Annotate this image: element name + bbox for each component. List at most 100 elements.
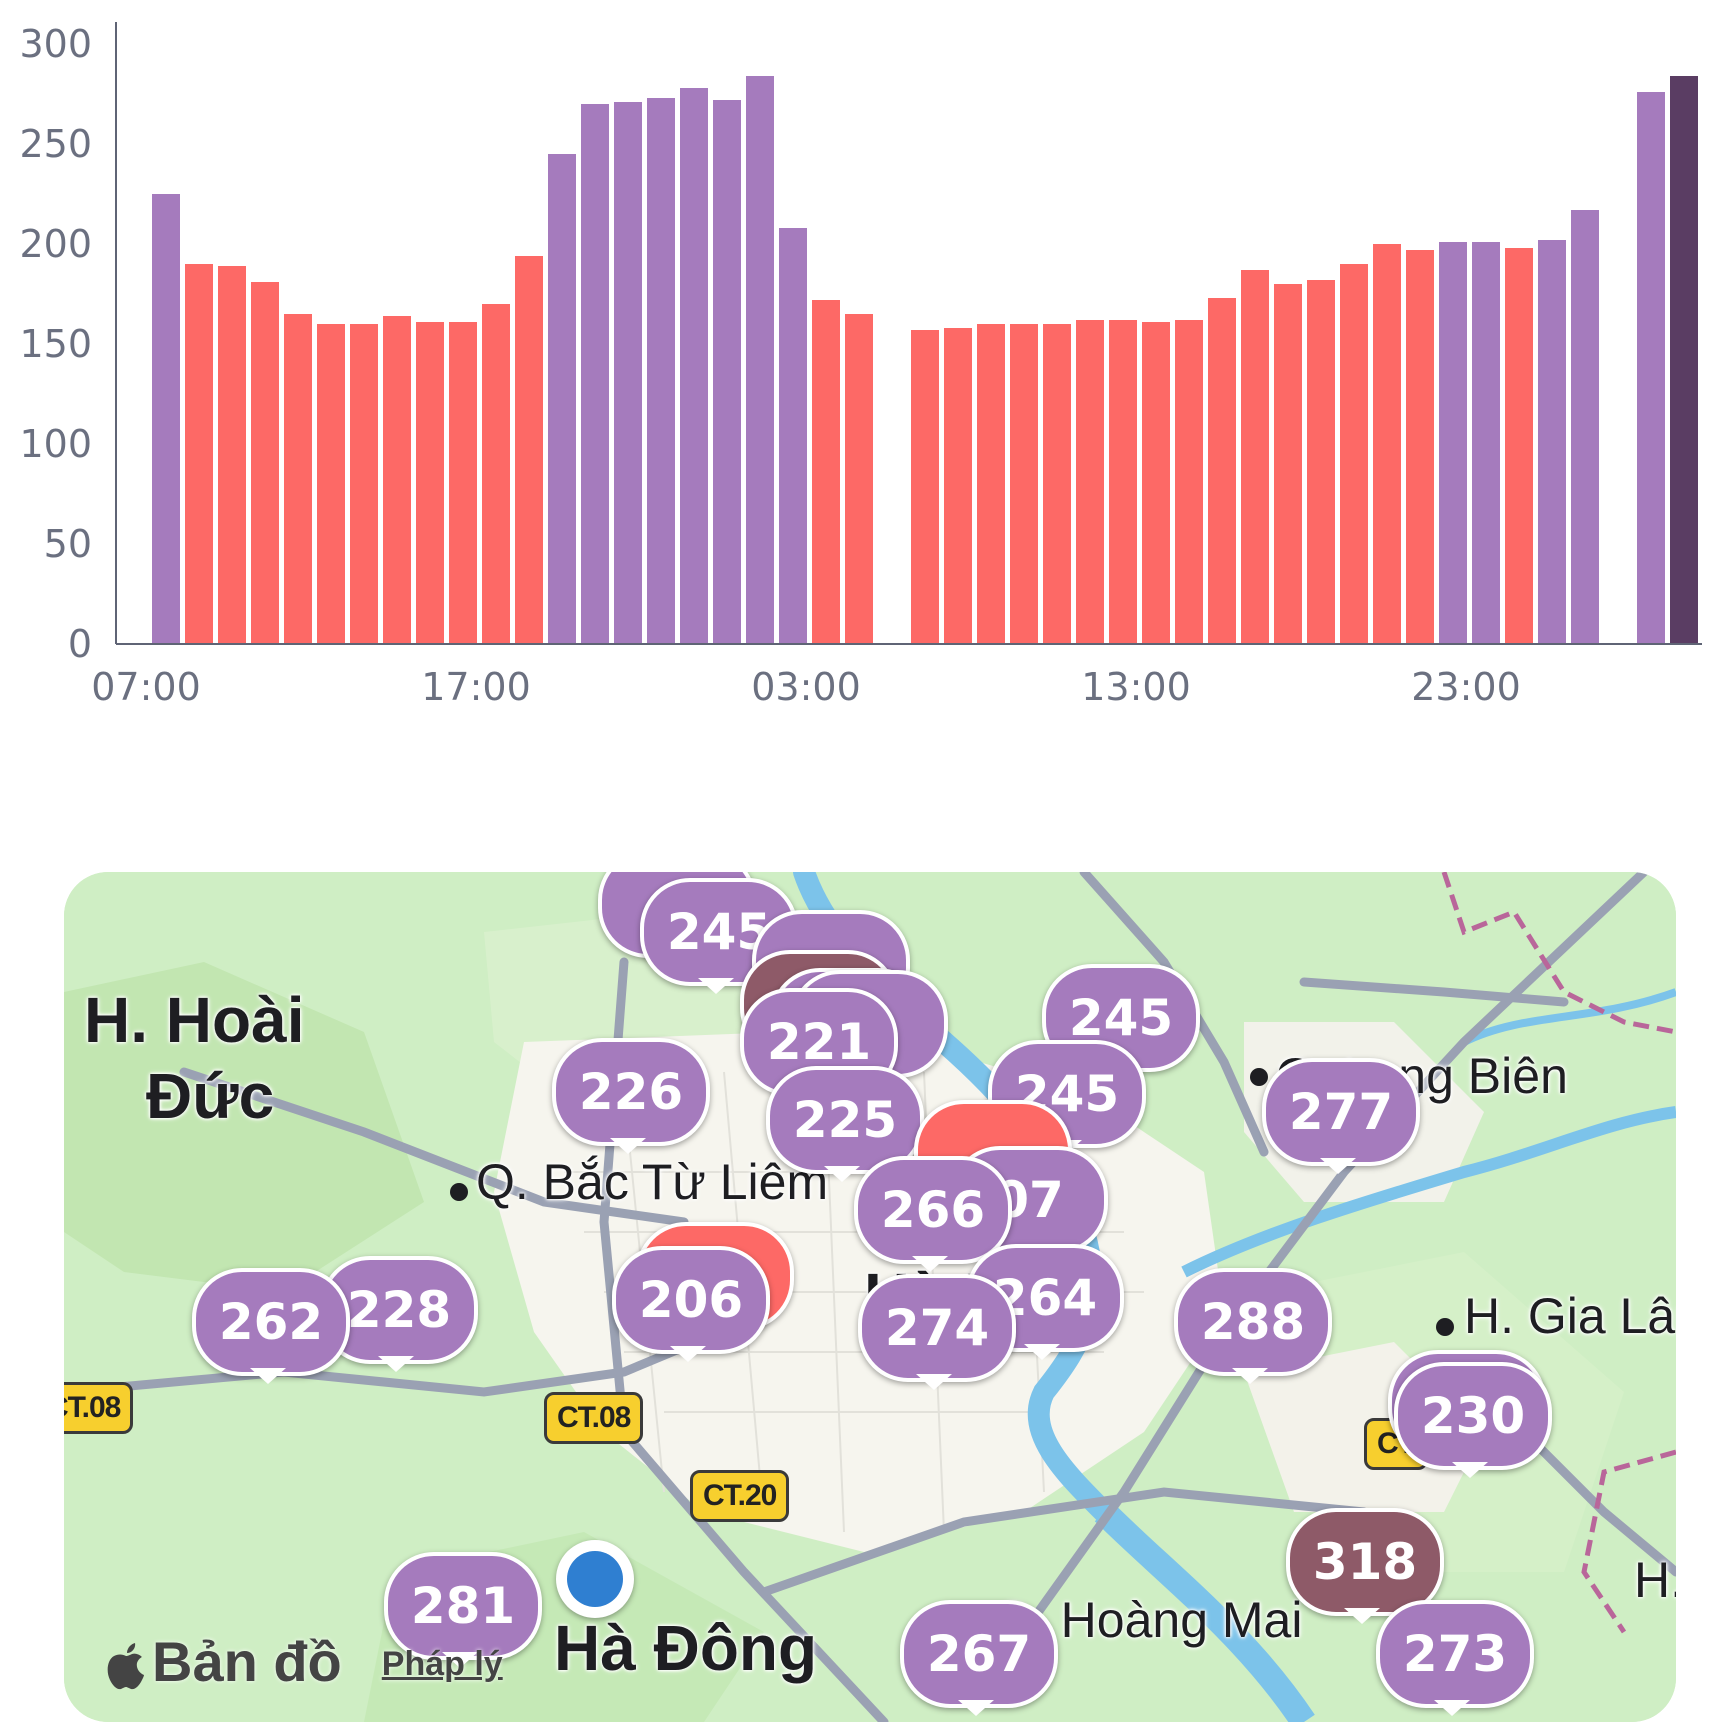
aqi-marker[interactable]: 277	[1262, 1058, 1420, 1174]
aqi-value: 230	[1394, 1362, 1552, 1470]
place-label: Q. Bắc Từ Liêm	[476, 1154, 829, 1210]
maps-label: Bản đồ	[152, 1630, 342, 1693]
current-location-icon[interactable]	[556, 1540, 634, 1618]
chart-bar	[1142, 322, 1170, 644]
place-label: H. Gia Lâm	[1464, 1288, 1676, 1344]
chart-bar	[1439, 242, 1467, 644]
chart-bar	[317, 324, 345, 644]
place-label: Đức	[146, 1060, 275, 1132]
chart-bar	[845, 314, 873, 644]
place-dot	[1250, 1068, 1268, 1086]
aqi-value: 266	[854, 1156, 1012, 1264]
chart-bar	[1274, 284, 1302, 644]
aqi-marker[interactable]: 274	[858, 1274, 1016, 1390]
place-label: Hà Đông	[554, 1612, 818, 1684]
chart-bar	[284, 314, 312, 644]
aqi-marker[interactable]: 262	[192, 1268, 350, 1384]
x-axis-tick-labels: 07:00 17:00 03:00 13:00 23:00	[91, 665, 1521, 709]
aqi-marker[interactable]: 206	[612, 1246, 770, 1362]
chart-bar	[548, 154, 576, 644]
aqi-marker[interactable]: 267	[900, 1600, 1058, 1716]
aqi-bar-chart: 0 50 100 150 200 250 300 07:00 17:00 03:00 13:00 2…	[19, 22, 1702, 709]
chart-bar	[482, 304, 510, 644]
place-label: H.	[1634, 1552, 1676, 1608]
y-tick-label: 0	[68, 622, 92, 666]
chart-bar	[1109, 320, 1137, 644]
x-tick-label: 23:00	[1411, 665, 1521, 709]
apple-logo-icon	[107, 1643, 144, 1690]
chart-bar	[1670, 76, 1698, 644]
chart-bar	[1373, 244, 1401, 644]
aqi-value: 206	[612, 1246, 770, 1354]
chart-bar	[1043, 324, 1071, 644]
chart-bar	[812, 300, 840, 644]
chart-bar	[251, 282, 279, 644]
chart-bar	[350, 324, 378, 644]
aqi-value: 318	[1286, 1508, 1444, 1616]
map-attribution: Bản đồ Pháp lý	[104, 1632, 503, 1692]
chart-bar	[152, 194, 180, 644]
chart-bar	[1175, 320, 1203, 644]
aqi-value: 262	[192, 1268, 350, 1376]
aqi-marker[interactable]: 266	[854, 1156, 1012, 1272]
chart-bar	[581, 104, 609, 644]
chart-bar	[1406, 250, 1434, 644]
road-shield: CT.20	[690, 1470, 790, 1522]
aqi-marker[interactable]: 230	[1394, 1362, 1552, 1478]
aqi-marker[interactable]: 281	[384, 1552, 542, 1668]
road-shield: CT.08	[544, 1392, 644, 1444]
aqi-value: 277	[1262, 1058, 1420, 1166]
chart-bar	[614, 102, 642, 644]
chart-bar	[1571, 210, 1599, 644]
y-axis-tick-labels: 0 50 100 150 200 250 300	[19, 22, 92, 666]
aqi-value: 226	[552, 1038, 710, 1146]
chart-bar	[944, 328, 972, 644]
aqi-marker[interactable]: 318	[1286, 1508, 1444, 1624]
aqi-marker[interactable]: 225	[766, 1066, 924, 1182]
y-tick-label: 150	[19, 322, 92, 366]
chart-bar	[1010, 324, 1038, 644]
chart-bar	[1472, 242, 1500, 644]
chart-bar	[1505, 248, 1533, 644]
chart-bar	[1340, 264, 1368, 644]
x-tick-label: 03:00	[751, 665, 861, 709]
chart-bar	[713, 100, 741, 644]
aqi-marker[interactable]: 226	[552, 1038, 710, 1154]
x-tick-label: 07:00	[91, 665, 201, 709]
chart-bar	[416, 322, 444, 644]
chart-bar	[1307, 280, 1335, 644]
y-tick-label: 200	[19, 222, 92, 266]
chart-bar	[218, 266, 246, 644]
y-tick-label: 300	[19, 22, 92, 66]
chart-bar	[1241, 270, 1269, 644]
chart-bar	[680, 88, 708, 644]
chart-bar	[185, 264, 213, 644]
chart-bar	[746, 76, 774, 644]
road-shield: CT.08	[64, 1382, 134, 1434]
chart-bar	[383, 316, 411, 644]
aqi-marker[interactable]: 273	[1376, 1600, 1534, 1716]
legal-link[interactable]: Pháp lý	[381, 1645, 503, 1683]
aqi-value: 267	[900, 1600, 1058, 1708]
map-view[interactable]: H. Hoài Đức Q. Long Biên Q. Bắc Từ Liêm …	[64, 872, 1676, 1722]
chart-bar	[515, 256, 543, 644]
aqi-marker[interactable]: 288	[1174, 1268, 1332, 1384]
y-tick-label: 250	[19, 122, 92, 166]
y-tick-label: 100	[19, 422, 92, 466]
aqi-value: 273	[1376, 1600, 1534, 1708]
y-tick-label: 50	[44, 522, 92, 566]
chart-bar	[449, 322, 477, 644]
chart-bars	[152, 76, 1698, 644]
chart-bar	[977, 324, 1005, 644]
chart-bar	[1637, 92, 1665, 644]
chart-bar	[1208, 298, 1236, 644]
aqi-value: 288	[1174, 1268, 1332, 1376]
aqi-value: 274	[858, 1274, 1016, 1382]
aqi-value: 281	[384, 1552, 542, 1660]
place-dot	[1436, 1318, 1454, 1336]
chart-bar	[911, 330, 939, 644]
chart-bar	[1538, 240, 1566, 644]
chart-bar	[647, 98, 675, 644]
x-tick-label: 17:00	[421, 665, 531, 709]
place-dot	[450, 1183, 468, 1201]
